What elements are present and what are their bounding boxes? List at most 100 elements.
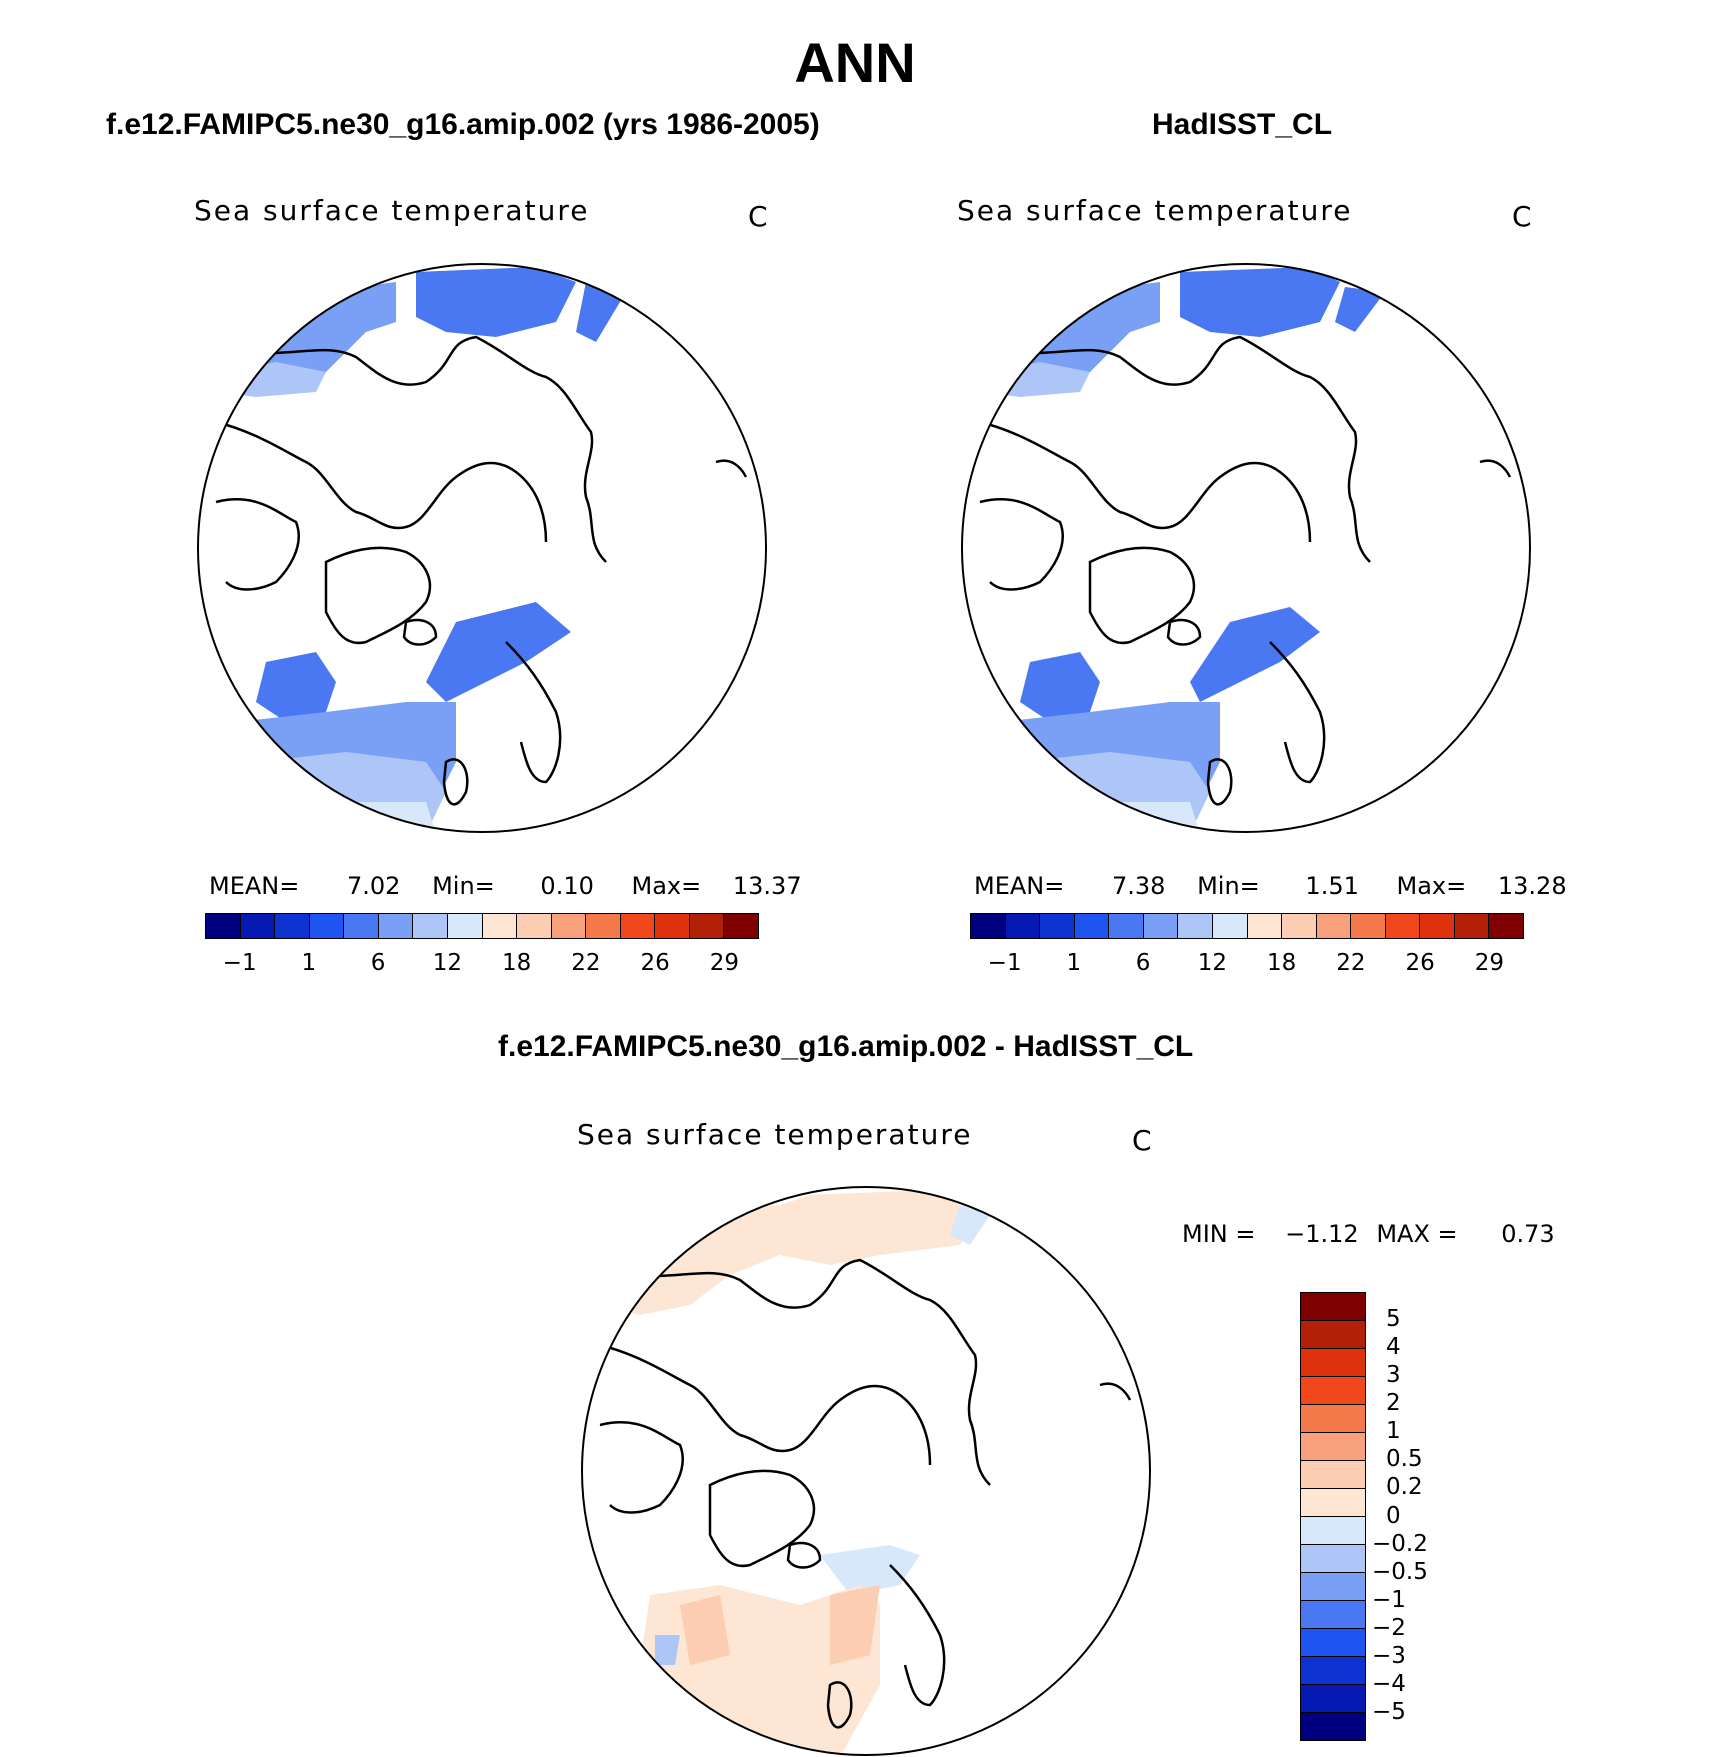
colorbar-swatch <box>378 914 414 938</box>
colorbar-tick-label: 18 <box>1266 950 1297 976</box>
polar-map-diff <box>581 1186 1151 1756</box>
stats-obs: MEAN= 7.38 Min= 1.51 Max= 13.28 <box>974 872 1567 900</box>
colorbar-swatch <box>971 914 1006 938</box>
colorbar-swatch <box>1178 914 1213 938</box>
sst-region-bering-east <box>1335 287 1385 332</box>
colorbar-swatch <box>1385 914 1421 938</box>
colorbar-swatch <box>1489 914 1523 938</box>
colorbar-swatch <box>1143 914 1179 938</box>
stats-max-value: 0.73 <box>1501 1220 1555 1248</box>
colorbar-tick-label: 12 <box>1197 950 1228 976</box>
colorbar-swatch <box>1301 1517 1365 1545</box>
stats-model: MEAN= 7.02 Min= 0.10 Max= 13.37 <box>209 872 802 900</box>
colorbar-tick-label: −2 <box>1372 1614 1406 1641</box>
colorbar-tick-label: 2 <box>1386 1390 1401 1417</box>
colorbar-tick-label: 1 <box>1066 950 1082 976</box>
colorbar-model <box>205 913 759 939</box>
colorbar-tick-label: 29 <box>709 950 740 976</box>
coastlines <box>215 335 748 806</box>
colorbar-tick-label: −1 <box>222 950 257 976</box>
colorbar-swatch <box>447 914 483 938</box>
colorbar-swatch <box>1301 1573 1365 1601</box>
sst-region-north-atlantic-warmest <box>306 802 436 832</box>
colorbar-swatch <box>655 914 690 938</box>
stats-max-value: 13.28 <box>1497 872 1567 900</box>
colorbar-swatch <box>1301 1657 1365 1685</box>
colorbar-tick-label: 12 <box>432 950 463 976</box>
unit-label-diff: C <box>1132 1124 1152 1157</box>
colorbar-swatch <box>1301 1321 1365 1349</box>
colorbar-tick-label: 4 <box>1386 1334 1401 1361</box>
colorbar-swatch <box>275 914 310 938</box>
stats-mean-label: MEAN= <box>209 872 300 900</box>
colorbar-tick-label: −0.2 <box>1372 1530 1428 1557</box>
colorbar-obs <box>970 913 1524 939</box>
colorbar-tick-label: 5 <box>1386 1306 1401 1333</box>
colorbar-tick-label: 26 <box>640 950 670 976</box>
colorbar-tick-label: 18 <box>501 950 532 976</box>
sst-region-norwegian-sea <box>426 602 571 702</box>
colorbar-tick-label: 0.2 <box>1386 1474 1423 1501</box>
colorbar-swatch <box>1301 1349 1365 1377</box>
colorbar-swatch <box>413 914 448 938</box>
colorbar-tick-label: 6 <box>1135 950 1151 976</box>
stats-max-value: 13.37 <box>732 872 802 900</box>
coastlines <box>979 335 1512 806</box>
sst-region-north-atlantic-warmest <box>1070 802 1200 832</box>
colorbar-swatch <box>482 914 518 938</box>
colorbar-tick-label: −3 <box>1372 1642 1406 1669</box>
colorbar-swatch <box>1301 1629 1365 1657</box>
colorbar-tick-label: 22 <box>1336 950 1366 976</box>
diff-region-atlantic-cool <box>620 1655 660 1725</box>
colorbar-swatch <box>1316 914 1352 938</box>
colorbar-tick-label: 0.5 <box>1386 1446 1423 1473</box>
colorbar-labels-obs: −1 1 6 12 18 22 26 29 <box>970 950 1524 980</box>
colorbar-swatch <box>689 914 725 938</box>
stats-min-label: MIN = <box>1182 1220 1256 1248</box>
colorbar-swatch <box>1040 914 1075 938</box>
colorbar-tick-label: −1 <box>1372 1586 1406 1613</box>
polar-map-model <box>197 263 767 833</box>
colorbar-swatch <box>1301 1433 1365 1461</box>
colorbar-tick-label: 1 <box>1386 1418 1401 1445</box>
stats-diff: MIN = −1.12 MAX = 0.73 <box>1182 1220 1555 1248</box>
colorbar-swatch <box>240 914 276 938</box>
colorbar-swatch <box>1301 1489 1365 1517</box>
colorbar-swatch <box>309 914 345 938</box>
sst-region-labrador <box>256 652 336 722</box>
colorbar-labels-diff: 5 4 3 2 1 0.5 0.2 0 −0.2 −0.5 −1 −2 −3 −4 −5 <box>1372 1292 1482 1741</box>
colorbar-swatch <box>1301 1377 1365 1405</box>
colorbar-diff <box>1300 1292 1366 1741</box>
colorbar-tick-label: 0 <box>1386 1502 1401 1529</box>
colorbar-tick-label: −5 <box>1372 1698 1406 1725</box>
colorbar-swatch <box>1282 914 1317 938</box>
colorbar-swatch <box>1301 1601 1365 1629</box>
sst-region-north-pacific <box>1000 282 1160 382</box>
panel-title-diff: f.e12.FAMIPC5.ne30_g16.amip.002 - HadISS… <box>498 1030 1194 1063</box>
colorbar-swatch <box>1301 1461 1365 1489</box>
colorbar-tick-label: −4 <box>1372 1670 1406 1697</box>
stats-mean-value: 7.38 <box>1112 872 1166 900</box>
colorbar-swatch <box>1301 1685 1365 1713</box>
stats-min-value: 1.51 <box>1305 872 1359 900</box>
colorbar-swatch <box>1351 914 1386 938</box>
colorbar-swatch <box>1454 914 1490 938</box>
stats-max-label: Max= <box>1396 872 1467 900</box>
panel-title-model: f.e12.FAMIPC5.ne30_g16.amip.002 (yrs 198… <box>106 108 820 141</box>
colorbar-swatch <box>206 914 241 938</box>
figure-title: ANN <box>794 31 916 94</box>
colorbar-tick-label: 1 <box>301 950 317 976</box>
colorbar-swatch <box>1420 914 1455 938</box>
colorbar-swatch <box>1074 914 1110 938</box>
colorbar-tick-label: −0.5 <box>1372 1558 1428 1585</box>
colorbar-swatch <box>1301 1293 1365 1321</box>
colorbar-swatch <box>1212 914 1248 938</box>
colorbar-tick-label: −1 <box>987 950 1022 976</box>
stats-min-value: 0.10 <box>540 872 594 900</box>
plot-title-diff: Sea surface temperature <box>577 1118 973 1151</box>
colorbar-swatch <box>344 914 379 938</box>
colorbar-tick-label: 22 <box>571 950 601 976</box>
colorbar-tick-label: 3 <box>1386 1362 1401 1389</box>
colorbar-swatch <box>1301 1545 1365 1573</box>
sst-region-norwegian-sea <box>1190 607 1320 702</box>
